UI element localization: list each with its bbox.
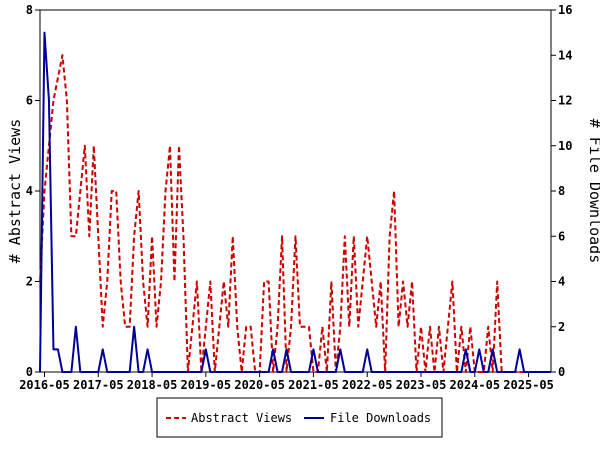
y-left-tick-label: 6 bbox=[26, 94, 33, 108]
x-tick-label: 2017-05 bbox=[73, 378, 124, 392]
y-axis-left-title: # Abstract Views bbox=[6, 119, 24, 264]
y-right-tick-label: 8 bbox=[558, 184, 565, 198]
y-axis-right: 0 2 4 6 8 10 12 14 16 bbox=[551, 3, 572, 379]
x-tick-label: 2018-05 bbox=[127, 378, 178, 392]
y-axis-right-title: # File Downloads bbox=[586, 119, 600, 264]
legend-label-abstract-views: Abstract Views bbox=[191, 411, 292, 425]
y-right-tick-label: 4 bbox=[558, 275, 565, 289]
y-left-tick-label: 8 bbox=[26, 3, 33, 17]
y-right-tick-label: 2 bbox=[558, 320, 565, 334]
x-tick-label: 2019-05 bbox=[181, 378, 232, 392]
y-right-tick-label: 14 bbox=[558, 48, 572, 62]
y-left-tick-label: 4 bbox=[26, 184, 33, 198]
series-line-file-downloads bbox=[39, 31, 551, 373]
series-line-abstract-views bbox=[39, 54, 551, 373]
legend-box bbox=[156, 397, 443, 438]
legend: Abstract Views File Downloads bbox=[156, 397, 443, 438]
legend-label-file-downloads: File Downloads bbox=[330, 411, 431, 425]
y-right-tick-label: 6 bbox=[558, 229, 565, 243]
x-tick-label: 2024-05 bbox=[450, 378, 501, 392]
y-axis-left: 0 2 4 6 8 bbox=[26, 3, 40, 379]
x-tick-label: 2025-05 bbox=[503, 378, 554, 392]
x-tick-label: 2016-05 bbox=[19, 378, 70, 392]
x-tick-label: 2021-05 bbox=[288, 378, 339, 392]
y-right-tick-label: 0 bbox=[558, 365, 565, 379]
y-right-tick-label: 10 bbox=[558, 139, 572, 153]
x-axis: 2016-05 2017-05 2018-05 2019-05 2020-05 2021-… bbox=[19, 372, 554, 392]
y-right-tick-label: 12 bbox=[558, 94, 572, 108]
x-tick-label: 2020-05 bbox=[234, 378, 285, 392]
y-left-tick-label: 2 bbox=[26, 275, 33, 289]
x-tick-label: 2023-05 bbox=[396, 378, 447, 392]
x-tick-label: 2022-05 bbox=[342, 378, 393, 392]
series-layer bbox=[39, 31, 551, 373]
plot-area bbox=[39, 9, 552, 373]
y-right-tick-label: 16 bbox=[558, 3, 572, 17]
y-left-tick-label: 0 bbox=[26, 365, 33, 379]
